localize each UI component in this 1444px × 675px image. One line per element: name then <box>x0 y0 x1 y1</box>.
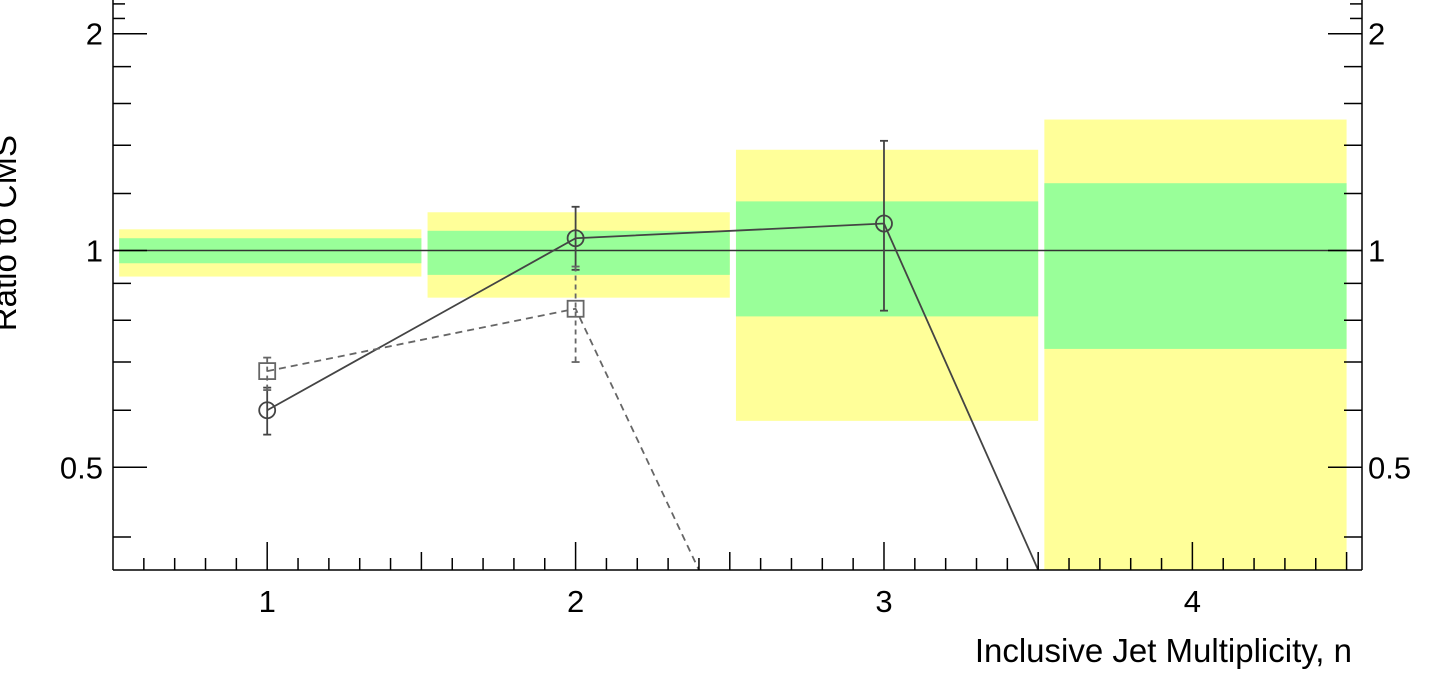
bands-layer <box>119 119 1347 570</box>
series-layer <box>258 139 1040 571</box>
series-1-line <box>266 222 1040 571</box>
data-point-square <box>258 362 277 380</box>
y-tick-label-left: 2 <box>86 17 103 52</box>
x-tick-label: 1 <box>259 584 276 619</box>
inner-band-3 <box>735 201 1039 317</box>
tick-labels-layer: 1 2 3 4 0.5 0.5 1 1 2 2 <box>60 17 1411 619</box>
inner-band-4 <box>1044 183 1347 349</box>
series-2-line <box>267 307 700 571</box>
series-2 <box>258 265 700 571</box>
y-tick-label-right: 0.5 <box>1368 450 1411 485</box>
series-1 <box>258 139 1040 571</box>
y-tick-label-left: 0.5 <box>60 450 103 485</box>
x-tick-label: 2 <box>567 584 584 619</box>
y-tick-label-right: 2 <box>1368 17 1385 52</box>
x-tick-label: 4 <box>1184 584 1201 619</box>
x-axis-title: Inclusive Jet Multiplicity, n <box>975 632 1352 669</box>
y-axis-title: Ratio to CMS <box>0 135 23 331</box>
axes-layer <box>112 0 1363 571</box>
data-point-circle <box>258 401 277 420</box>
y-tick-label-left: 1 <box>86 233 103 268</box>
y-tick-label-right: 1 <box>1368 233 1385 268</box>
x-tick-label: 3 <box>875 584 892 619</box>
data-point-square <box>566 299 585 318</box>
data-point-circle <box>566 229 585 248</box>
data-point-circle <box>875 214 893 233</box>
